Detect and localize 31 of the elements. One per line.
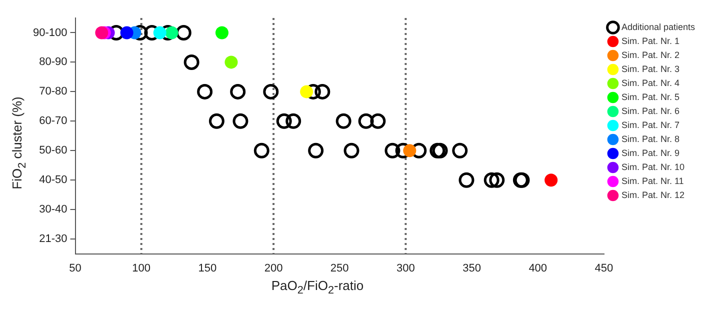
legend-label: Sim. Pat. Nr. 8 xyxy=(621,134,680,144)
legend-label: Sim. Pat. Nr. 7 xyxy=(621,120,680,130)
y-tick-label: 90-100 xyxy=(32,26,68,39)
legend-label: Sim. Pat. Nr. 1 xyxy=(621,36,680,46)
y-tick-label: 40-50 xyxy=(39,174,68,186)
y-tick-label: 60-70 xyxy=(39,115,68,128)
legend-label: Sim. Pat. Nr. 11 xyxy=(621,176,684,186)
y-tick-label: 80-90 xyxy=(39,56,68,68)
x-tick-label: 200 xyxy=(264,262,283,274)
legend-label: Sim. Pat. Nr. 9 xyxy=(621,148,680,158)
x-axis-title: PaO$_{2}$/FiO$_{2}$-ratio xyxy=(270,278,365,297)
x-tick-label: 300 xyxy=(396,262,415,274)
legend-label: Sim. Pat. Nr. 3 xyxy=(621,64,680,74)
x-tick-label: 400 xyxy=(528,262,548,274)
y-tick-label: 70-80 xyxy=(39,86,68,98)
legend-label: Sim. Pat. Nr. 10 xyxy=(621,162,684,172)
y-tick-label: 50-60 xyxy=(39,144,68,157)
legend-label: Sim. Pat. Nr. 5 xyxy=(621,92,680,102)
x-tick-label: 250 xyxy=(330,262,349,274)
y-tick-label: 30-40 xyxy=(39,204,68,216)
x-tick-label: 150 xyxy=(198,262,217,274)
x-tick-label: 100 xyxy=(132,262,151,274)
legend-label: Sim. Pat. Nr. 2 xyxy=(621,50,680,60)
legend-label: Additional patients xyxy=(621,22,696,32)
y-tick-label: 21-30 xyxy=(39,233,68,246)
x-tick-label: 450 xyxy=(594,262,614,274)
x-tick-label: 50 xyxy=(69,262,82,274)
legend-label: Sim. Pat. Nr. 4 xyxy=(621,78,680,88)
legend-label: Sim. Pat. Nr. 12 xyxy=(621,190,684,200)
x-tick-label: 350 xyxy=(462,262,481,274)
legend-label: Sim. Pat. Nr. 6 xyxy=(621,106,680,116)
